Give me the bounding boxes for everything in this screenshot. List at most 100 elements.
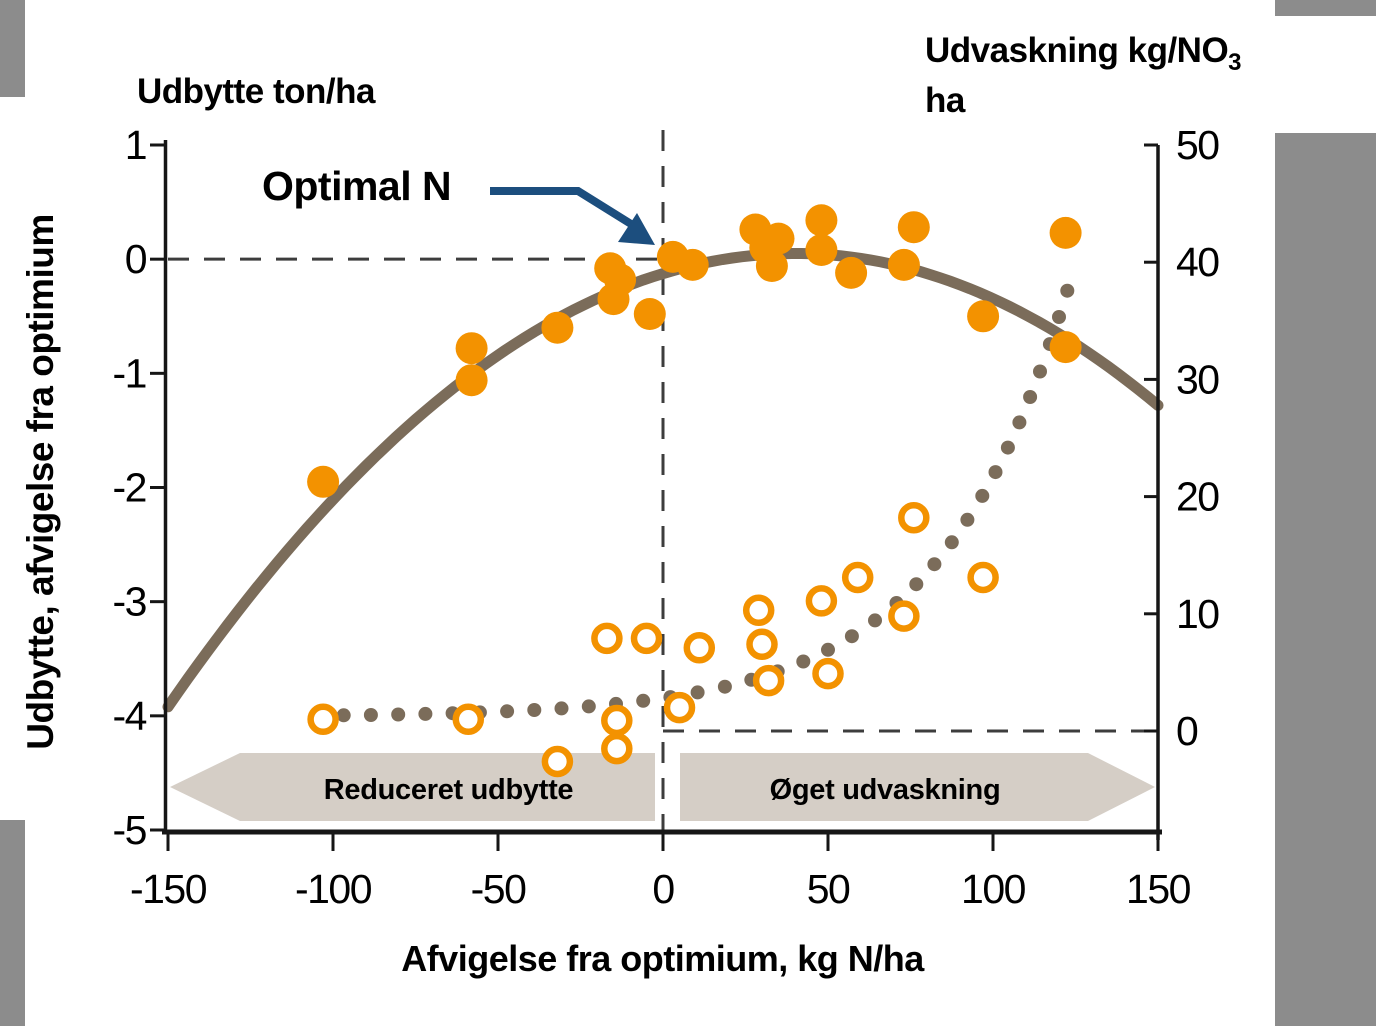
bottom-bands [170,753,1155,821]
reduced-yield-band-label: Reduceret udbytte [323,774,574,806]
leaching-curve-dot [868,613,882,628]
leaching-data-point [630,622,663,655]
yield-data-point [755,250,788,282]
yield-data-point [541,311,574,344]
leaching-curve-dot [960,512,975,527]
x-axis-tick-label: 100 [961,866,1026,912]
side-strip-bottom-left [0,820,25,1026]
leaching-data-point [683,632,716,664]
side-strip-right-main [1275,133,1376,1026]
yield-data-point [762,222,795,255]
left-axis-title-text: Udbytte ton/ha [137,72,375,111]
right-axis-tick-label: 20 [1176,474,1219,520]
yield-data-point [455,364,488,397]
x-axis-tick-label: -100 [295,866,372,912]
leaching-curve-dot [336,708,351,723]
leaching-data-point [752,664,785,697]
leaching-data-point [307,703,339,736]
right-axis-title-subscript: 3 [1228,49,1242,76]
leaching-curve-dot [844,629,859,644]
right-axis-tick-label: 30 [1176,356,1219,402]
right-axis-tick-label: 40 [1176,239,1219,285]
left-axis-tick-label: 1 [125,122,146,168]
leaching-curve-dot [909,577,924,592]
leaching-data-point [967,561,999,594]
leaching-curve-dot [1033,364,1047,379]
yield-data-point [455,332,488,365]
x-axis-tick-label: -150 [130,866,207,912]
yield-data-point [604,263,637,296]
leaching-data-point [663,691,696,724]
leaching-data-point [541,745,574,778]
leaching-curve-dot [636,693,651,708]
leaching-curve-dot [1052,310,1066,324]
leaching-curve-dot [500,704,515,719]
right-axis-title-line2: ha [925,81,965,121]
increased-leaching-band-label: Øget udvaskning [769,774,1001,806]
yield-data-point [307,465,340,498]
leaching-curve-dot [1023,390,1038,404]
yield-data-point [1049,331,1082,364]
leaching-curve-dot [796,654,811,669]
leaching-curve-dot [527,703,542,717]
leaching-curve-dot [927,557,942,572]
yield-scatter-points [307,204,1082,498]
leaching-curve-dot [1012,415,1027,430]
side-strip-top-left [0,0,25,97]
left-axis-title: Udbytte ton/ha [137,72,375,112]
leaching-curve-dot [1060,283,1075,298]
leaching-data-point [898,501,930,534]
yield-data-point [676,248,709,281]
yield-data-point [897,211,930,244]
leaching-curve-dot [690,685,705,700]
optimal-n-annotation: Optimal N [262,163,452,209]
x-axis-tick-label: 0 [652,866,674,912]
leaching-data-point [746,628,778,661]
x-axis-tick-label: 50 [807,866,850,912]
yield-data-point [633,298,666,330]
left-axis-tick-label: -4 [113,693,147,739]
leaching-curve-dot [554,701,569,716]
leaching-curve-dot [581,699,596,714]
right-axis-tick-label: 10 [1176,591,1219,637]
yield-data-point [967,300,1000,333]
right-axis-tick-label: 50 [1176,122,1219,168]
leaching-curve-dot [975,488,990,503]
right-axis-tick-label: 0 [1176,708,1198,754]
leaching-data-point [888,600,920,632]
leaching-scatter-points [307,501,999,778]
yield-data-point [1049,216,1082,249]
x-axis-tick-label: 150 [1126,866,1191,912]
leaching-data-point [601,704,633,737]
yield-data-point [805,204,838,237]
leaching-curve-dot [944,535,959,550]
left-axis-tick-label: 0 [125,236,147,282]
left-axis-tick-label: -5 [113,807,147,853]
x-axis-label: Afvigelse fra optimium, kg N/ha [401,938,924,979]
leaching-data-point [601,732,633,765]
leaching-curve-dot [988,465,1003,480]
x-axis-tick-label: -50 [471,866,526,912]
increased-leaching-band [680,753,1155,821]
leaching-data-point [591,622,623,655]
y-axis-label: Udbytte, afvigelse fra optimium [20,214,61,750]
leaching-data-point [812,657,844,690]
optimal-n-arrow-line [490,187,634,228]
optimal-n-arrow [490,187,655,245]
yield-response-curve [162,248,1164,713]
side-strip-right-top [1275,0,1376,16]
leaching-data-point [742,594,775,627]
yield-data-point [835,256,868,289]
leaching-curve-dot [418,706,433,721]
right-axis-title-text: Udvaskning kg/NO [925,31,1229,70]
yield-data-point [887,248,920,281]
leaching-curve-dot [363,708,378,722]
leaching-data-point [805,585,838,617]
yield-data-point [805,234,838,266]
leaching-data-point [452,703,485,736]
reduced-yield-band [170,753,655,821]
leaching-data-point [841,561,874,594]
